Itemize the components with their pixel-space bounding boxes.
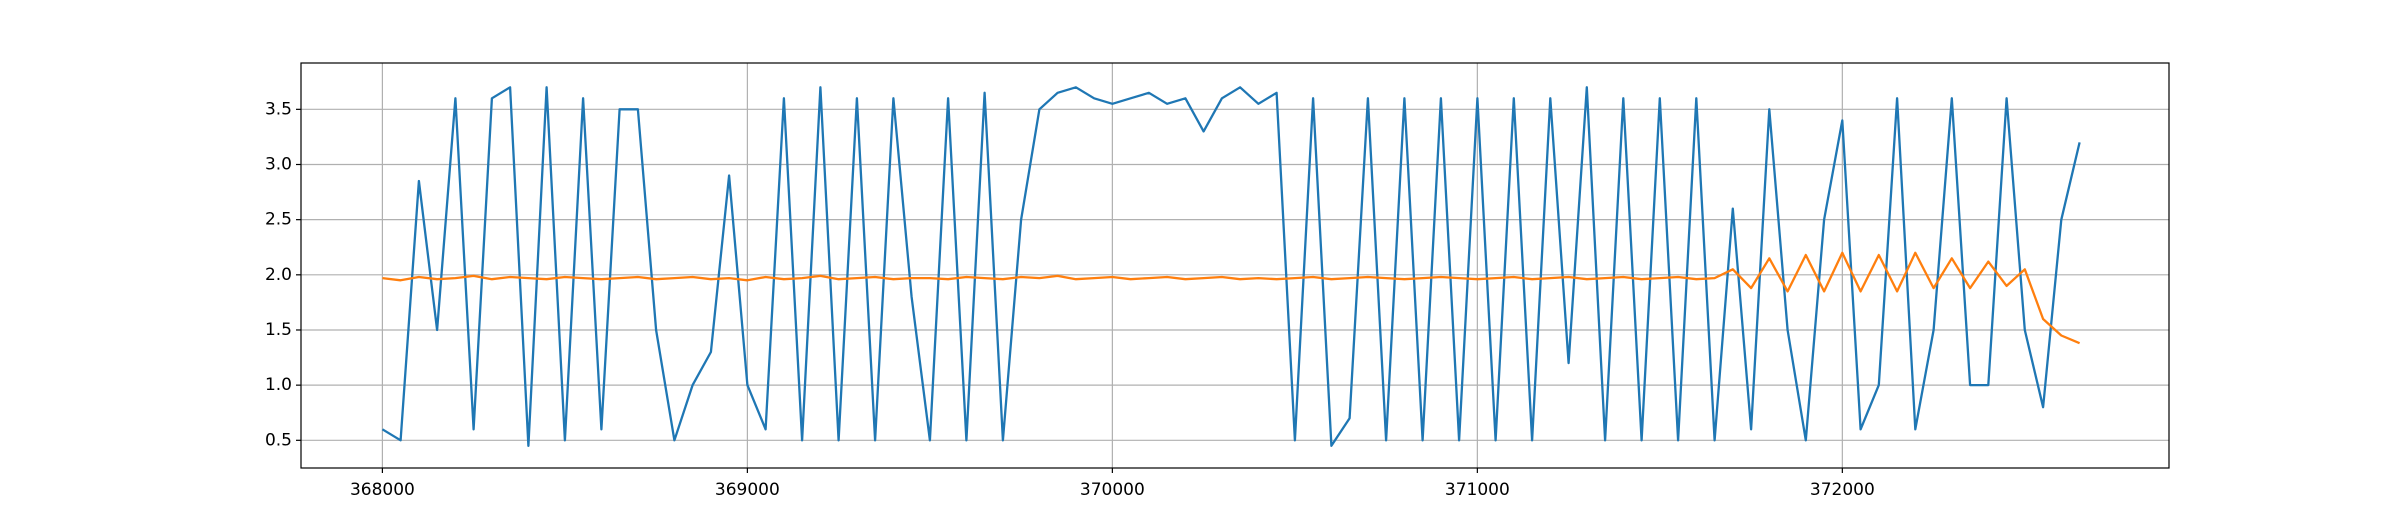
x-tick-label: 368000 <box>350 480 415 500</box>
y-tick-label: 2.5 <box>265 210 292 230</box>
y-tick-label: 1.5 <box>265 320 292 340</box>
y-tick-label: 3.0 <box>265 154 292 174</box>
x-tick-label: 370000 <box>1080 480 1145 500</box>
x-tick-label: 372000 <box>1810 480 1875 500</box>
y-tick-label: 0.5 <box>265 430 292 450</box>
y-tick-label: 2.0 <box>265 265 292 285</box>
x-tick-label: 371000 <box>1445 480 1510 500</box>
plot-frame <box>300 62 2170 469</box>
y-tick-label: 1.0 <box>265 375 292 395</box>
y-tick-label: 3.5 <box>265 99 292 119</box>
data-line <box>382 251 2081 345</box>
data-line <box>381 86 2081 447</box>
x-tick-label: 369000 <box>715 480 780 500</box>
